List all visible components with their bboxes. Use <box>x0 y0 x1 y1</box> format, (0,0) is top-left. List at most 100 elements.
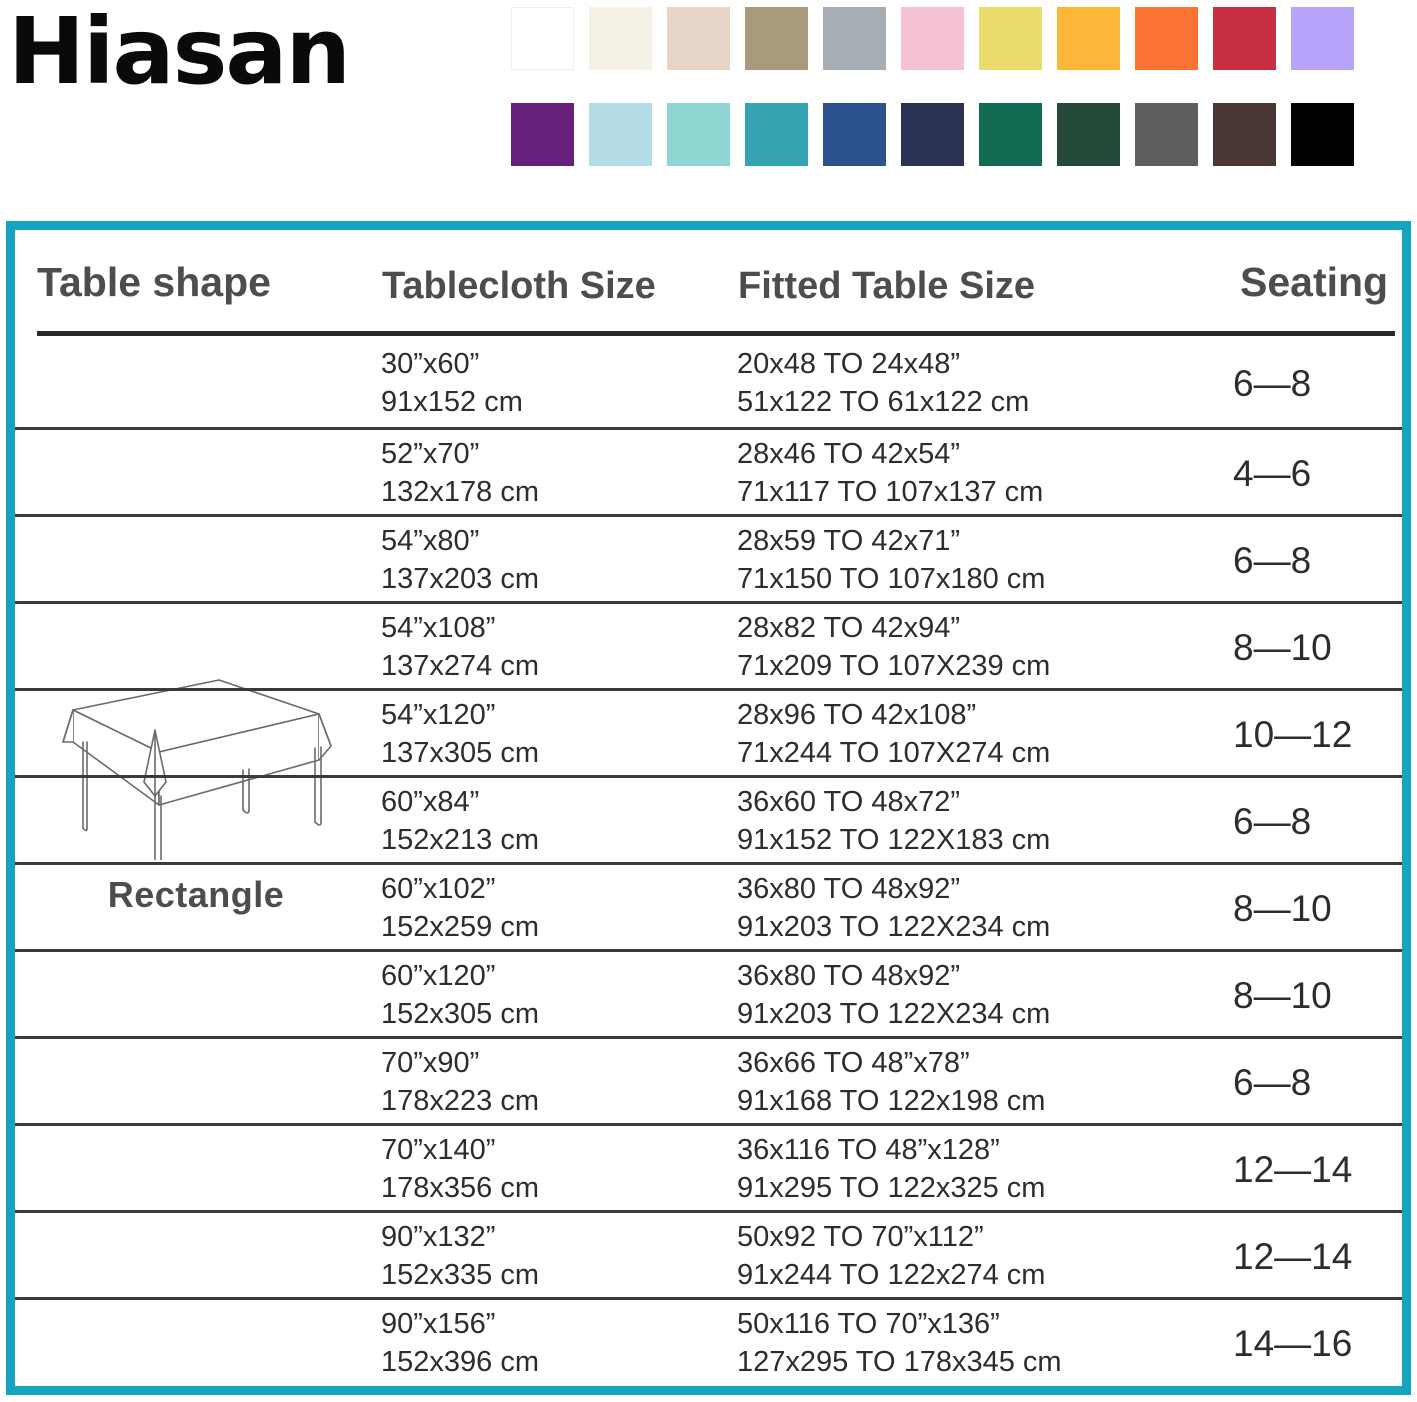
table-row: 60”x120” 152x305 cm 36x80 TO 48x92” 91x203 … <box>15 949 1402 1036</box>
fitted-table-size-cm: 91x168 TO 122x198 cm <box>737 1085 1046 1117</box>
table-shape-label: Rectangle <box>107 874 285 915</box>
size-chart-panel: Table shape Tablecloth Size Fitted Table… <box>6 221 1411 1395</box>
tablecloth-size-inches: 52”x70” <box>381 437 480 470</box>
seating-value: 6—8 <box>1233 1062 1312 1103</box>
color-swatch-dark-green[interactable] <box>1057 103 1120 166</box>
cell-tablecloth-size: 30”x60” 91x152 cm <box>381 340 731 427</box>
seating-value: 8—10 <box>1233 888 1332 929</box>
cell-tablecloth-size: 60”x102” 152x259 cm <box>381 865 731 952</box>
fitted-table-size-cm: 71x209 TO 107X239 cm <box>737 650 1051 682</box>
color-swatch-purple[interactable] <box>511 103 574 166</box>
tablecloth-size-inches: 54”x120” <box>381 698 496 731</box>
cell-tablecloth-size: 54”x108” 137x274 cm <box>381 604 731 691</box>
seating-value: 8—10 <box>1233 975 1332 1016</box>
color-swatch-dark-brown[interactable] <box>1213 103 1276 166</box>
table-shape-cell: Rectangle <box>21 670 371 916</box>
color-swatch-orange[interactable] <box>1135 7 1198 70</box>
fitted-table-size-inches: 20x48 TO 24x48” <box>737 347 961 380</box>
tablecloth-size-inches: 60”x102” <box>381 872 496 905</box>
cell-fitted-table-size: 28x59 TO 42x71” 71x150 TO 107x180 cm <box>737 517 1237 604</box>
fitted-table-size-inches: 28x96 TO 42x108” <box>737 698 977 731</box>
cell-fitted-table-size: 28x82 TO 42x94” 71x209 TO 107X239 cm <box>737 604 1237 691</box>
fitted-table-size-cm: 91x244 TO 122x274 cm <box>737 1259 1046 1291</box>
color-swatch-aqua[interactable] <box>667 103 730 166</box>
color-swatch-teal[interactable] <box>745 103 808 166</box>
fitted-table-size-inches: 36x66 TO 48”x78” <box>737 1046 970 1079</box>
color-swatch-pink[interactable] <box>901 7 964 70</box>
cell-seating: 6—8 <box>1233 517 1408 604</box>
table-row: 54”x108” 137x274 cm 28x82 TO 42x94” 71x209 … <box>15 601 1402 688</box>
table-row: 60”x84” 152x213 cm 36x60 TO 48x72” 91x152 T… <box>15 775 1402 862</box>
tablecloth-size-inches: 90”x156” <box>381 1307 496 1340</box>
color-swatch-navy[interactable] <box>901 103 964 166</box>
fitted-table-size-cm: 91x152 TO 122X183 cm <box>737 824 1051 856</box>
brand-logo: Hiasan <box>8 0 351 105</box>
tablecloth-size-inches: 60”x84” <box>381 785 480 818</box>
tablecloth-size-cm: 91x152 cm <box>381 386 523 418</box>
column-header-fitted-table-size: Fitted Table Size <box>738 265 1036 307</box>
cell-fitted-table-size: 50x92 TO 70”x112” 91x244 TO 122x274 cm <box>737 1213 1237 1300</box>
tablecloth-size-cm: 137x274 cm <box>381 650 539 682</box>
fitted-table-size-cm: 71x244 TO 107X274 cm <box>737 737 1051 769</box>
color-swatch-emerald-green[interactable] <box>979 103 1042 166</box>
fitted-table-size-inches: 36x60 TO 48x72” <box>737 785 961 818</box>
tablecloth-size-cm: 178x356 cm <box>381 1172 539 1204</box>
color-swatch-lavender[interactable] <box>1291 7 1354 70</box>
tablecloth-size-cm: 152x335 cm <box>381 1259 539 1291</box>
cell-seating: 10—12 <box>1233 691 1408 778</box>
table-row: 60”x102” 152x259 cm 36x80 TO 48x92” 91x203 … <box>15 862 1402 949</box>
cell-tablecloth-size: 54”x80” 137x203 cm <box>381 517 731 604</box>
color-swatch-gray[interactable] <box>1135 103 1198 166</box>
fitted-table-size-inches: 36x80 TO 48x92” <box>737 872 961 905</box>
cell-fitted-table-size: 28x96 TO 42x108” 71x244 TO 107X274 cm <box>737 691 1237 778</box>
header-divider <box>37 331 1395 336</box>
tablecloth-size-cm: 152x213 cm <box>381 824 539 856</box>
color-swatch-yellow[interactable] <box>979 7 1042 70</box>
color-swatch-silver-gray[interactable] <box>823 7 886 70</box>
cell-seating: 12—14 <box>1233 1213 1408 1300</box>
table-row: 54”x80” 137x203 cm 28x59 TO 42x71” 71x150 T… <box>15 514 1402 601</box>
table-row: 30”x60” 91x152 cm 20x48 TO 24x48” 51x122 TO… <box>15 340 1402 427</box>
cell-fitted-table-size: 28x46 TO 42x54” 71x117 TO 107x137 cm <box>737 430 1237 517</box>
size-chart-rows: 30”x60” 91x152 cm 20x48 TO 24x48” 51x122 TO… <box>15 340 1402 1384</box>
color-swatch-red[interactable] <box>1213 7 1276 70</box>
fitted-table-size-inches: 36x80 TO 48x92” <box>737 959 961 992</box>
fitted-table-size-inches: 28x59 TO 42x71” <box>737 524 961 557</box>
column-header-seating: Seating <box>1240 259 1389 305</box>
fitted-table-size-cm: 91x203 TO 122X234 cm <box>737 911 1051 943</box>
cell-seating: 4—6 <box>1233 430 1408 517</box>
tablecloth-size-inches: 60”x120” <box>381 959 496 992</box>
seating-value: 6—8 <box>1233 801 1312 842</box>
tablecloth-size-cm: 178x223 cm <box>381 1085 539 1117</box>
seating-value: 6—8 <box>1233 540 1312 581</box>
table-row: 70”x140” 178x356 cm 36x116 TO 48”x128” 91x2… <box>15 1123 1402 1210</box>
color-swatch-gold[interactable] <box>1057 7 1120 70</box>
tablecloth-size-cm: 137x203 cm <box>381 563 539 595</box>
color-swatch-light-blue[interactable] <box>589 103 652 166</box>
tablecloth-size-inches: 70”x90” <box>381 1046 480 1079</box>
tablecloth-size-inches: 70”x140” <box>381 1133 496 1166</box>
color-swatch-taupe[interactable] <box>745 7 808 70</box>
color-swatch-cream[interactable] <box>589 7 652 70</box>
cell-seating: 6—8 <box>1233 1039 1408 1126</box>
color-swatch-white[interactable] <box>511 7 574 70</box>
color-swatch-beige[interactable] <box>667 7 730 70</box>
seating-value: 4—6 <box>1233 453 1312 494</box>
cell-tablecloth-size: 90”x132” 152x335 cm <box>381 1213 731 1300</box>
cell-seating: 14—16 <box>1233 1300 1408 1387</box>
tablecloth-size-inches: 30”x60” <box>381 347 480 380</box>
fitted-table-size-cm: 91x295 TO 122x325 cm <box>737 1172 1046 1204</box>
color-swatch-black[interactable] <box>1291 103 1354 166</box>
cell-fitted-table-size: 36x80 TO 48x92” 91x203 TO 122X234 cm <box>737 952 1237 1039</box>
table-row: 90”x132” 152x335 cm 50x92 TO 70”x112” 91x24… <box>15 1210 1402 1297</box>
color-swatch-row-2 <box>511 103 1401 166</box>
color-swatch-steel-blue[interactable] <box>823 103 886 166</box>
seating-value: 6—8 <box>1233 363 1312 404</box>
fitted-table-size-cm: 71x117 TO 107x137 cm <box>737 476 1044 508</box>
cell-seating: 8—10 <box>1233 952 1408 1039</box>
cell-fitted-table-size: 36x116 TO 48”x128” 91x295 TO 122x325 cm <box>737 1126 1237 1213</box>
cell-fitted-table-size: 50x116 TO 70”x136” 127x295 TO 178x345 cm <box>737 1300 1237 1387</box>
tablecloth-size-cm: 152x396 cm <box>381 1346 539 1378</box>
cell-seating: 12—14 <box>1233 1126 1408 1213</box>
tablecloth-size-cm: 137x305 cm <box>381 737 539 769</box>
